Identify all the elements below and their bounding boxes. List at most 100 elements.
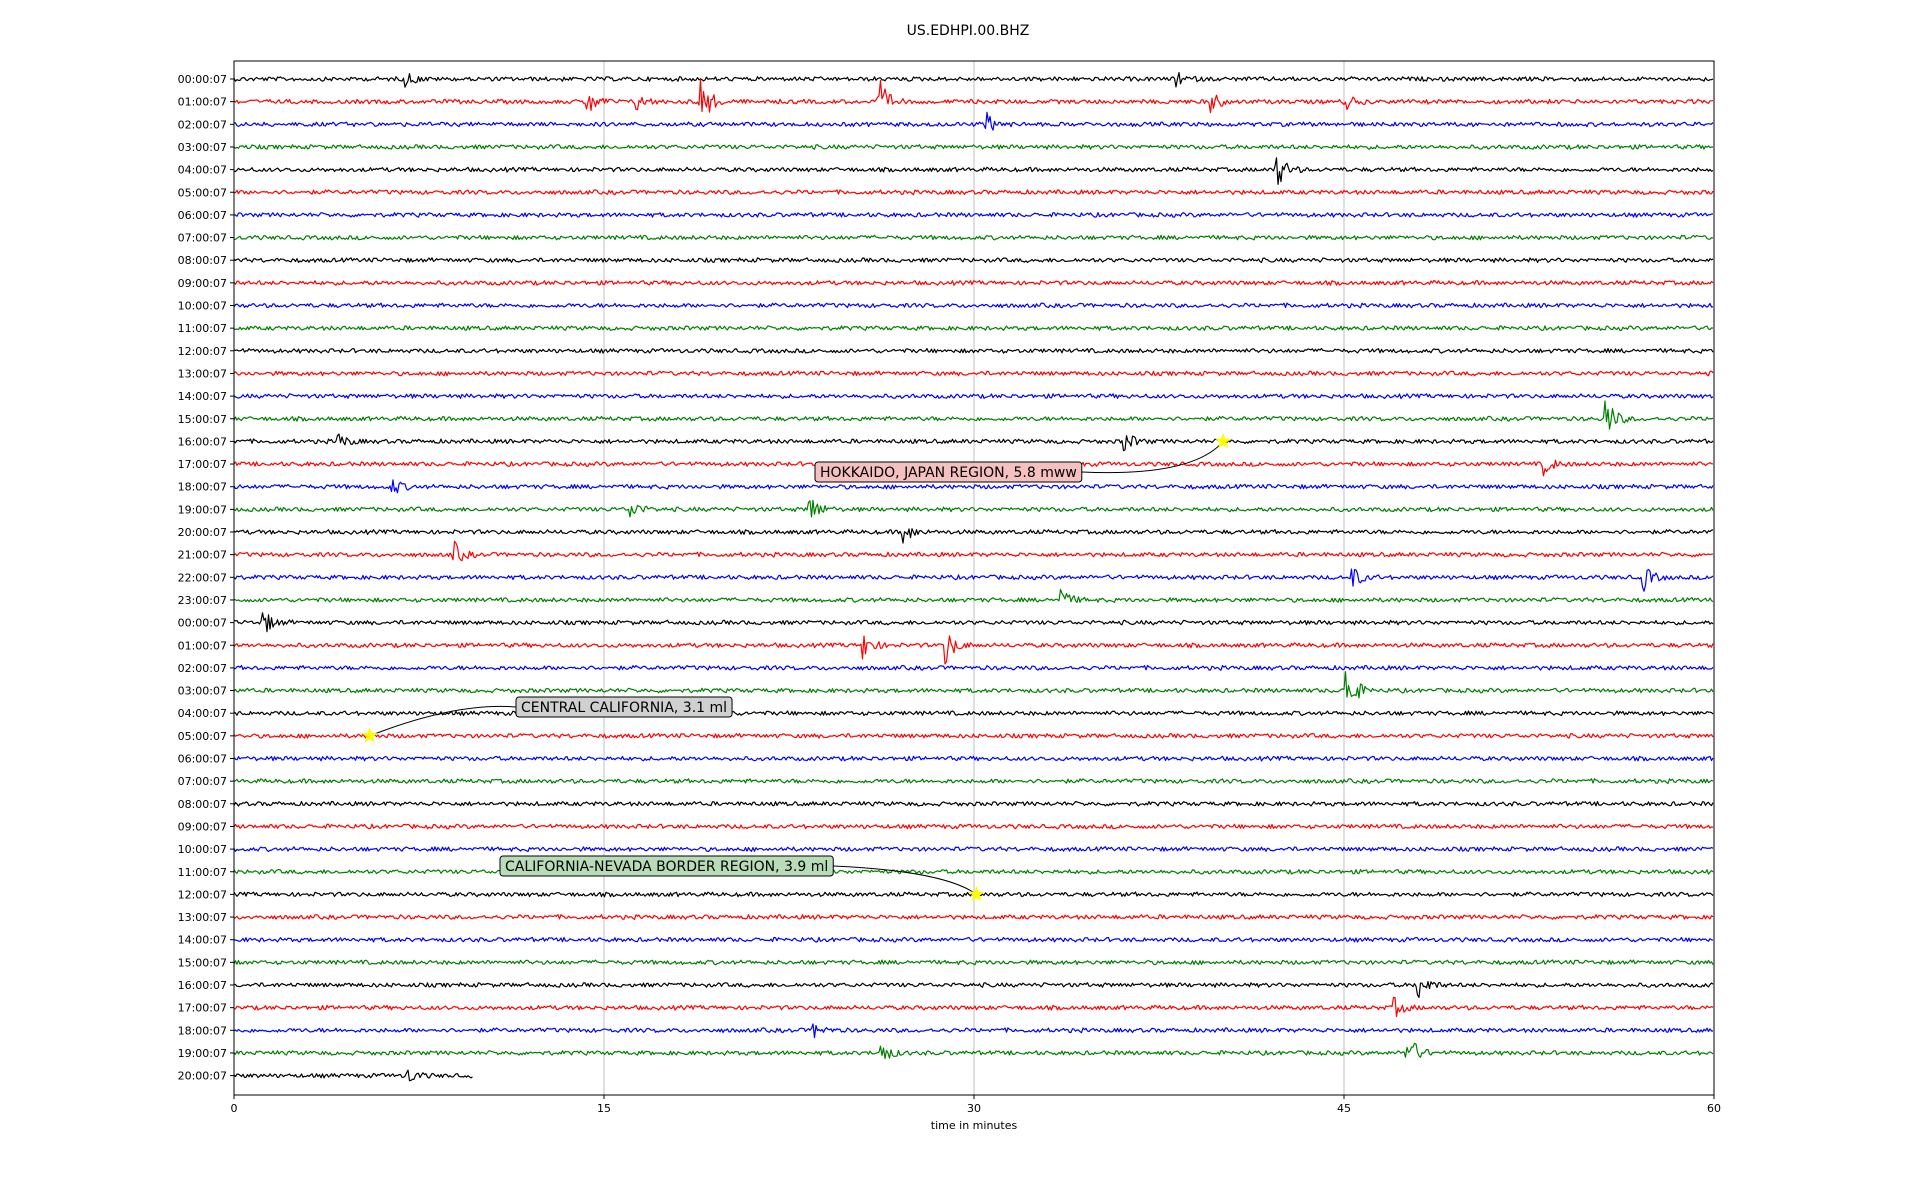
y-tick-label: 17:00:07 — [178, 458, 227, 471]
y-tick-label: 09:00:07 — [178, 277, 227, 290]
trace-row-30 — [233, 755, 1714, 762]
trace-row-16 — [233, 433, 1714, 452]
event-annotation: CENTRAL CALIFORNIA, 3.1 ml — [361, 696, 733, 743]
trace-row-15 — [233, 400, 1714, 430]
y-tick-label: 08:00:07 — [178, 254, 227, 267]
x-tick-label: 60 — [1707, 1102, 1721, 1115]
trace-row-41 — [233, 996, 1714, 1018]
trace-row-4 — [233, 157, 1714, 185]
trace-row-29 — [233, 732, 1714, 739]
y-tick-label: 05:00:07 — [178, 186, 227, 199]
trace-row-6 — [233, 212, 1714, 218]
y-tick-label: 00:00:07 — [178, 617, 227, 630]
trace-row-34 — [233, 846, 1714, 853]
trace-row-23 — [233, 588, 1714, 603]
y-tick-label: 06:00:07 — [178, 209, 227, 222]
y-tick-label: 18:00:07 — [178, 1024, 227, 1037]
y-tick-label: 16:00:07 — [178, 435, 227, 448]
x-axis-label: time in minutes — [931, 1119, 1018, 1132]
y-tick-label: 01:00:07 — [178, 639, 227, 652]
trace-row-20 — [233, 528, 1714, 544]
y-tick-label: 22:00:07 — [178, 571, 227, 584]
trace-row-25 — [233, 635, 1714, 665]
y-tick-label: 04:00:07 — [178, 164, 227, 177]
y-tick-label: 15:00:07 — [178, 413, 227, 426]
trace-row-21 — [233, 540, 1714, 562]
trace-row-40 — [233, 981, 1714, 999]
x-tick-labels: 0 15 30 45 60 — [231, 1095, 1721, 1115]
annotation-arrow — [1081, 441, 1224, 474]
y-tick-label: 00:00:07 — [178, 73, 227, 86]
trace-row-10 — [233, 302, 1714, 309]
trace-row-31 — [233, 778, 1714, 785]
y-tick-label: 19:00:07 — [178, 503, 227, 516]
y-tick-label: 10:00:07 — [178, 843, 227, 856]
plot-frame — [233, 60, 1715, 1096]
y-tick-label: 02:00:07 — [178, 662, 227, 675]
y-tick-label: 18:00:07 — [178, 481, 227, 494]
y-tick-label: 13:00:07 — [178, 911, 227, 924]
annotation-arrow — [833, 865, 977, 895]
y-tick-label: 10:00:07 — [178, 300, 227, 313]
x-tick-label: 0 — [231, 1102, 238, 1115]
trace-row-37 — [233, 914, 1714, 920]
y-tick-label: 15:00:07 — [178, 956, 227, 969]
trace-row-5 — [233, 189, 1714, 196]
y-tick-label: 07:00:07 — [178, 232, 227, 245]
event-annotations: HOKKAIDO, JAPAN REGION, 5.8 mww CENTRAL C… — [361, 432, 1232, 902]
trace-row-0 — [233, 72, 1714, 88]
y-tick-label: 06:00:07 — [178, 753, 227, 766]
x-tick-label: 30 — [967, 1102, 981, 1115]
y-tick-label: 02:00:07 — [178, 118, 227, 131]
trace-row-24 — [233, 612, 1714, 633]
trace-row-27 — [233, 671, 1714, 699]
y-tick-label: 09:00:07 — [178, 820, 227, 833]
y-tick-label: 12:00:07 — [178, 888, 227, 901]
event-annotation: HOKKAIDO, JAPAN REGION, 5.8 mww — [814, 432, 1232, 483]
trace-row-3 — [233, 144, 1714, 150]
y-tick-label: 05:00:07 — [178, 730, 227, 743]
trace-row-43 — [233, 1042, 1714, 1060]
trace-row-13 — [233, 370, 1714, 377]
annotation-arrow — [369, 705, 517, 737]
y-tick-label: 20:00:07 — [178, 1070, 227, 1083]
y-tick-label: 03:00:07 — [178, 141, 227, 154]
trace-row-33 — [233, 823, 1714, 830]
trace-row-12 — [233, 348, 1714, 354]
trace-row-19 — [233, 499, 1714, 518]
trace-row-11 — [233, 325, 1714, 332]
trace-row-32 — [233, 800, 1714, 807]
trace-row-42 — [233, 1023, 1713, 1039]
trace-row-26 — [233, 664, 1714, 671]
y-tick-label: 23:00:07 — [178, 594, 227, 607]
trace-row-18 — [233, 479, 1714, 494]
x-tick-label: 45 — [1337, 1102, 1351, 1115]
y-tick-label: 14:00:07 — [178, 934, 227, 947]
y-tick-label: 21:00:07 — [178, 549, 227, 562]
event-annotation: CALIFORNIA-NEVADA BORDER REGION, 3.9 ml — [499, 855, 985, 902]
y-tick-label: 01:00:07 — [178, 96, 227, 109]
event-star-marker — [361, 727, 378, 743]
trace-row-38 — [233, 936, 1714, 943]
trace-row-14 — [233, 393, 1714, 400]
trace-row-22 — [233, 568, 1714, 592]
y-tick-labels: 00:00:07 01:00:07 02:00:07 03:00:07 04:00:07… — [178, 73, 234, 1083]
event-label: CENTRAL CALIFORNIA, 3.1 ml — [521, 700, 727, 716]
y-tick-label: 11:00:07 — [178, 866, 227, 879]
trace-row-7 — [234, 234, 1714, 241]
event-label: HOKKAIDO, JAPAN REGION, 5.8 mww — [820, 465, 1077, 481]
y-tick-label: 19:00:07 — [178, 1047, 227, 1060]
y-tick-label: 08:00:07 — [178, 798, 227, 811]
event-label: CALIFORNIA-NEVADA BORDER REGION, 3.9 ml — [505, 859, 828, 875]
y-tick-label: 11:00:07 — [178, 322, 227, 335]
y-tick-label: 04:00:07 — [178, 707, 227, 720]
y-tick-label: 03:00:07 — [178, 685, 227, 698]
event-star-marker — [968, 885, 985, 902]
y-tick-label: 20:00:07 — [178, 526, 227, 539]
trace-row-1 — [233, 77, 1714, 114]
trace-row-44 — [233, 1069, 473, 1082]
trace-row-8 — [233, 257, 1714, 264]
trace-row-28 — [233, 710, 1714, 717]
chart-title: US.EDHPI.00.BHZ — [907, 23, 1030, 39]
